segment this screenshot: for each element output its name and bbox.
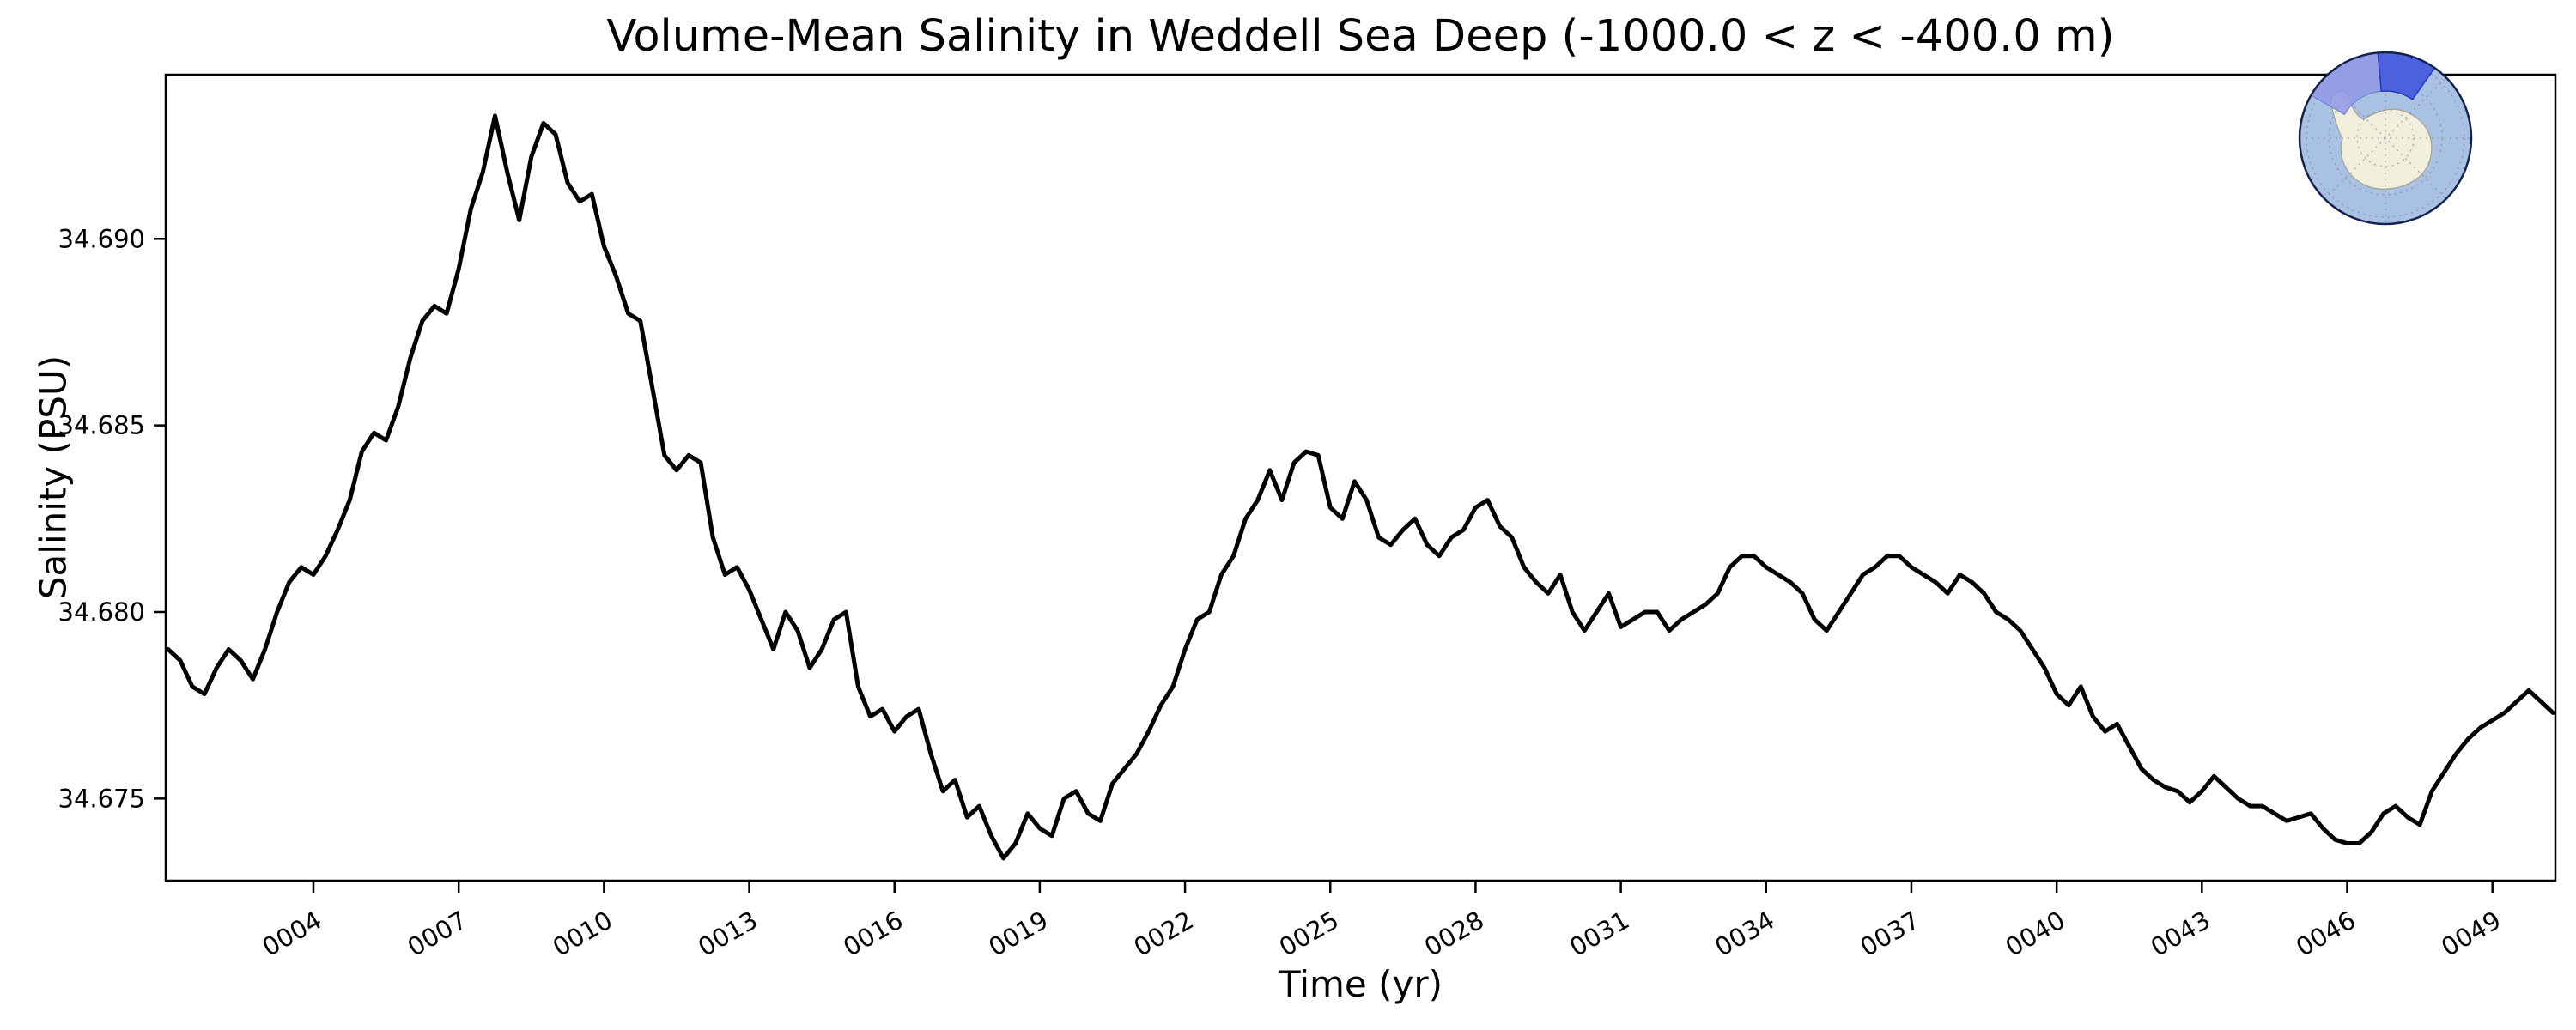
y-tick-label: 34.675 [58,784,145,813]
antarctica-inset-map [2298,51,2473,226]
x-tick-label: 0046 [2291,906,2360,962]
x-tick-label: 0025 [1274,906,1344,962]
x-tick-label: 0037 [1856,906,1925,962]
y-tick-label: 34.685 [58,411,145,440]
x-tick-label: 0022 [1129,906,1199,962]
x-tick-label: 0019 [983,906,1053,962]
x-tick-label: 0034 [1710,906,1779,962]
y-axis-label: Salinity (PSU) [32,354,75,600]
x-tick-label: 0049 [2436,906,2506,962]
chart-title: Volume-Mean Salinity in Weddell Sea Deep… [606,11,2115,62]
x-tick-label: 0010 [548,906,617,962]
dotted-graticule [2300,52,2471,224]
x-tick-label: 0028 [1419,906,1489,962]
x-tick-label: 0004 [258,906,327,962]
x-tick-label: 0013 [693,906,762,962]
x-tick-label: 0007 [403,906,472,962]
antarctica-landmass [2330,90,2433,190]
y-tick-label: 34.690 [58,224,145,253]
axes-spines [164,73,2557,882]
x-axis-label: Time (yr) [1278,963,1443,1005]
salinity-line [166,113,2555,861]
y-tick-label: 34.680 [58,597,145,627]
x-tick-label: 0016 [838,906,908,962]
inset-globe-border [2298,51,2473,226]
x-tick-label: 0040 [2001,906,2070,962]
x-tick-label: 0043 [2146,906,2215,962]
x-tick-label: 0031 [1564,906,1634,962]
